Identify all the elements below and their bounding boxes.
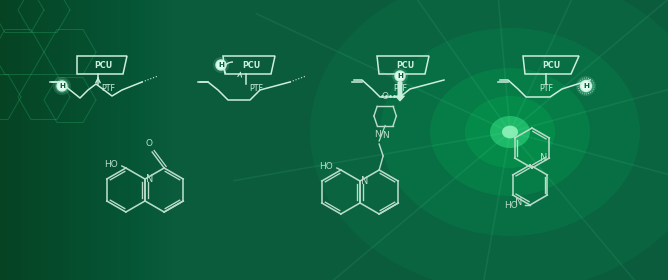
Bar — [0, 0, 48, 280]
Text: PTF: PTF — [249, 83, 263, 92]
Bar — [0, 0, 90, 280]
Ellipse shape — [502, 126, 518, 138]
Bar — [0, 0, 186, 280]
Bar — [0, 0, 200, 280]
Bar — [0, 0, 69, 280]
Text: HO: HO — [319, 162, 333, 171]
Text: HO: HO — [104, 160, 118, 169]
Text: PTF: PTF — [393, 83, 407, 92]
Text: H: H — [218, 62, 224, 68]
Bar — [0, 0, 35, 280]
Bar — [0, 0, 131, 280]
Ellipse shape — [57, 81, 67, 91]
Bar — [0, 0, 138, 280]
Bar — [0, 0, 166, 280]
Text: N: N — [540, 153, 547, 163]
Text: PCU: PCU — [396, 61, 414, 70]
Bar — [0, 0, 21, 280]
Bar — [0, 0, 110, 280]
Text: H: H — [59, 83, 65, 89]
Bar — [0, 0, 76, 280]
Text: H: H — [397, 73, 403, 79]
Text: N: N — [374, 130, 381, 139]
Bar — [0, 0, 55, 280]
Bar — [0, 0, 83, 280]
Ellipse shape — [576, 76, 596, 96]
Ellipse shape — [380, 28, 640, 236]
Bar — [0, 0, 104, 280]
Ellipse shape — [392, 68, 408, 84]
Bar — [0, 0, 179, 280]
Ellipse shape — [215, 59, 227, 71]
Text: PTF: PTF — [101, 83, 115, 92]
Bar — [0, 0, 41, 280]
Ellipse shape — [581, 81, 591, 91]
Text: PCU: PCU — [94, 61, 112, 70]
Bar — [0, 0, 193, 280]
Text: PCU: PCU — [542, 61, 560, 70]
Text: H: H — [583, 83, 589, 89]
FancyArrow shape — [395, 82, 405, 101]
Text: N: N — [514, 197, 522, 207]
Text: O: O — [381, 92, 389, 101]
Bar — [0, 0, 172, 280]
Circle shape — [216, 60, 226, 70]
Text: N: N — [146, 174, 154, 184]
Bar — [0, 0, 97, 280]
Bar — [0, 0, 145, 280]
Ellipse shape — [465, 96, 555, 168]
Bar — [0, 0, 118, 280]
Text: N: N — [382, 130, 389, 140]
Ellipse shape — [579, 79, 593, 93]
Circle shape — [57, 81, 67, 91]
Text: O: O — [146, 139, 153, 148]
Ellipse shape — [430, 68, 590, 196]
Ellipse shape — [310, 0, 668, 280]
Bar — [0, 0, 158, 280]
Text: N: N — [361, 176, 369, 186]
Bar — [0, 0, 124, 280]
Ellipse shape — [490, 116, 530, 148]
Text: PCU: PCU — [242, 61, 260, 70]
Ellipse shape — [55, 79, 69, 93]
Bar — [0, 0, 152, 280]
Bar — [0, 0, 14, 280]
Bar — [0, 0, 27, 280]
Bar — [0, 0, 7, 280]
Bar — [0, 0, 62, 280]
Ellipse shape — [394, 70, 406, 82]
Text: HO: HO — [504, 200, 518, 209]
Ellipse shape — [213, 57, 229, 73]
Circle shape — [395, 71, 405, 81]
Ellipse shape — [53, 77, 71, 95]
Text: PTF: PTF — [539, 83, 553, 92]
Circle shape — [580, 81, 591, 92]
